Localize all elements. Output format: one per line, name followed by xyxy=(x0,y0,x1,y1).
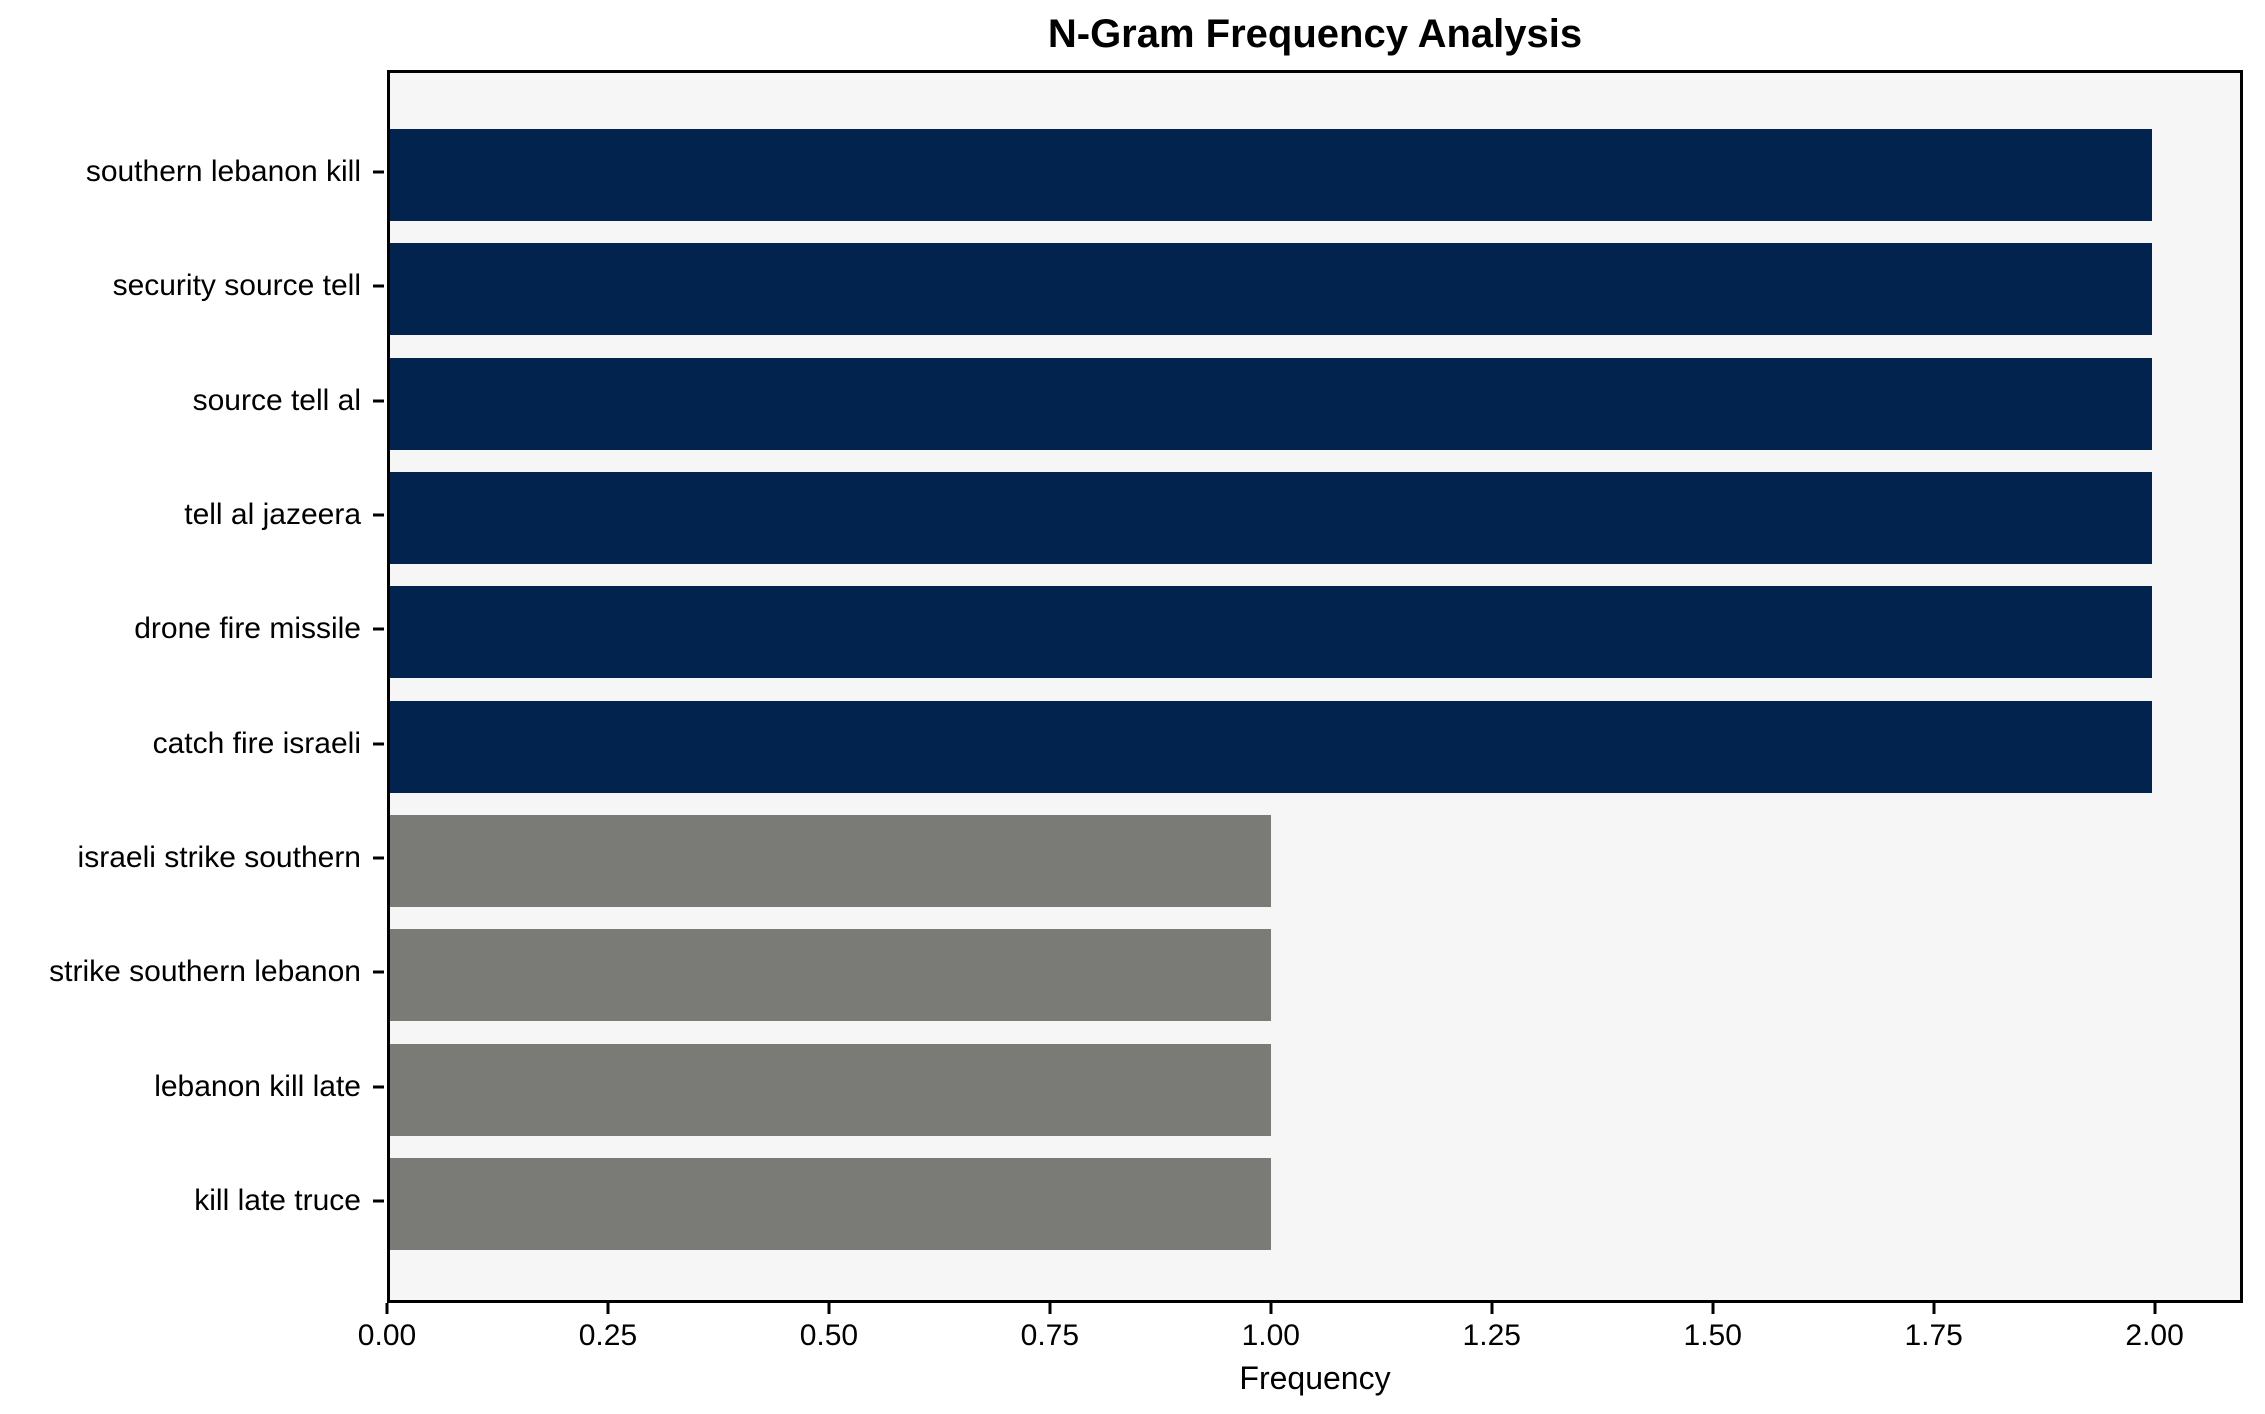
bar-kill-late-truce xyxy=(390,1157,1271,1250)
x-tick-mark xyxy=(2153,1303,2157,1314)
x-tick-mark xyxy=(1048,1303,1052,1314)
x-tick-label: 0.50 xyxy=(799,1319,859,1352)
x-axis: 0.00 0.25 0.50 0.75 1.00 1.25 1.50 1.75 2.00 xyxy=(358,1303,2243,1373)
x-tick-mark xyxy=(1490,1303,1494,1314)
y-tick-mark xyxy=(373,170,384,174)
bar-lebanon-kill-late xyxy=(390,1043,1271,1136)
x-axis-label: Frequency xyxy=(1239,1360,1391,1396)
bar-tell-al-jazeera xyxy=(390,472,2152,565)
x-tick-mark xyxy=(606,1303,610,1314)
y-tick-label: tell al jazeera xyxy=(184,498,361,532)
x-tick-mark xyxy=(1711,1303,1715,1314)
bar-security-source-tell xyxy=(390,243,2152,336)
x-tick-label: 1.75 xyxy=(1904,1319,1963,1352)
bar-drone-fire-missile xyxy=(390,586,2152,679)
x-tick-label: 2.00 xyxy=(2125,1319,2184,1352)
y-axis: southern lebanon kill security source tel… xyxy=(0,70,387,1303)
x-tick-mark xyxy=(385,1303,389,1314)
y-tick-label: source tell al xyxy=(192,383,361,417)
y-tick-mark xyxy=(373,284,384,288)
x-tick-label: 0.75 xyxy=(1020,1319,1080,1352)
y-tick-label: strike southern lebanon xyxy=(49,955,361,989)
plot-area xyxy=(387,70,2243,1303)
y-tick-mark xyxy=(373,399,384,403)
x-tick-label: 1.50 xyxy=(1683,1319,1742,1352)
y-tick-label: drone fire missile xyxy=(134,612,361,646)
y-tick-mark xyxy=(373,1085,384,1089)
y-tick-label: catch fire israeli xyxy=(152,726,361,760)
x-tick-label: 1.25 xyxy=(1462,1319,1521,1352)
bar-strike-southern-lebanon xyxy=(390,929,1271,1022)
y-tick-mark xyxy=(373,1199,384,1203)
y-tick-mark xyxy=(373,627,384,631)
bar-catch-fire-israeli xyxy=(390,700,2152,793)
y-tick-label: israeli strike southern xyxy=(77,840,361,874)
x-tick-mark xyxy=(1932,1303,1936,1314)
y-tick-mark xyxy=(373,970,384,974)
x-tick-label: 0.00 xyxy=(357,1319,417,1352)
bar-southern-lebanon-kill xyxy=(390,129,2152,222)
x-tick-mark xyxy=(1269,1303,1273,1314)
y-tick-mark xyxy=(373,742,384,746)
y-tick-label: southern lebanon kill xyxy=(85,155,361,189)
x-tick-mark xyxy=(827,1303,831,1314)
bar-israeli-strike-southern xyxy=(390,814,1271,907)
bar-source-tell-al xyxy=(390,357,2152,450)
y-tick-mark xyxy=(373,513,384,517)
y-tick-label: kill late truce xyxy=(194,1183,361,1217)
y-tick-label: security source tell xyxy=(112,269,361,303)
x-tick-label: 1.00 xyxy=(1241,1319,1300,1352)
x-tick-label: 0.25 xyxy=(578,1319,638,1352)
y-tick-mark xyxy=(373,856,384,860)
y-tick-label: lebanon kill late xyxy=(154,1069,361,1103)
chart-title: N-Gram Frequency Analysis xyxy=(1047,12,1583,56)
